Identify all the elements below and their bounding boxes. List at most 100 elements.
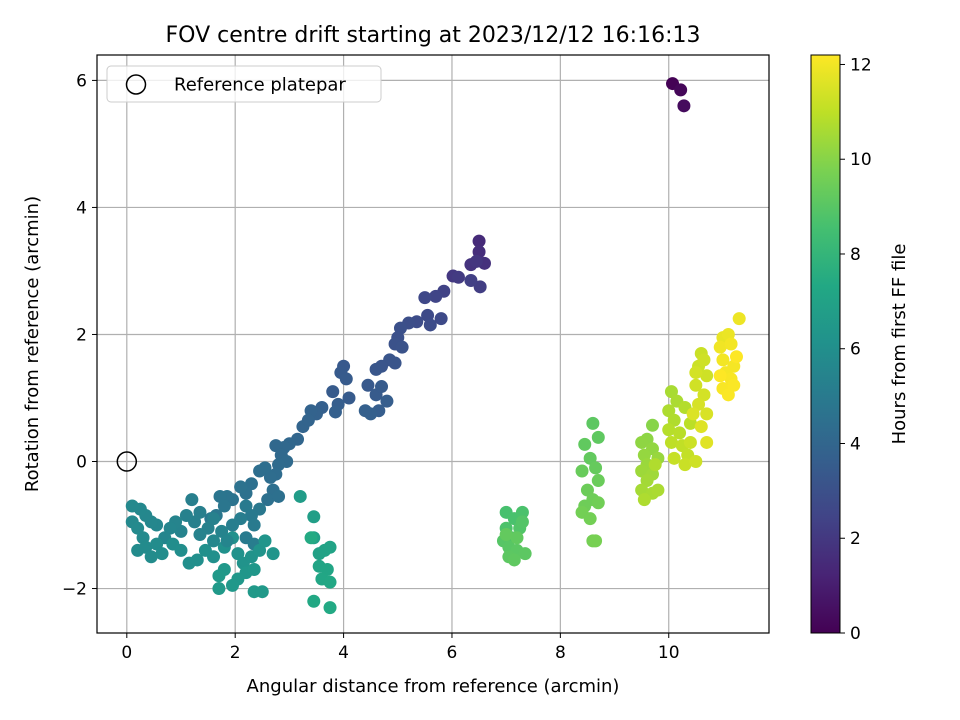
scatter-point (150, 537, 164, 551)
y-tick-label: −2 (62, 580, 87, 600)
x-axis-label: Angular distance from reference (arcmin) (247, 676, 620, 697)
scatter-point (662, 423, 676, 437)
y-tick-label: 6 (76, 71, 87, 91)
scatter-point (207, 512, 221, 526)
scatter-point (589, 534, 603, 548)
scatter-point (469, 254, 483, 268)
scatter-point (369, 362, 383, 376)
scatter-point (418, 291, 432, 305)
scatter-point (380, 394, 394, 408)
scatter-point (247, 562, 261, 576)
scatter-point (174, 524, 188, 538)
scatter-point (179, 508, 193, 522)
scatter-point (190, 553, 204, 567)
scatter-point (732, 312, 746, 326)
scatter-point (163, 521, 177, 535)
scatter-point (253, 543, 267, 557)
scatter-point (667, 413, 681, 427)
scatter-point (651, 483, 665, 497)
colorbar-ticks: 0 2 4 6 8 10 12 (840, 55, 872, 644)
scatter-point (507, 553, 521, 567)
scatter-point (193, 505, 207, 519)
scatter-point (713, 369, 727, 383)
scatter-point (664, 385, 678, 399)
scatter-point (662, 404, 676, 418)
scatter-point (700, 369, 714, 383)
scatter-point (586, 416, 600, 430)
scatter-point (131, 521, 145, 535)
x-tick-label: 4 (338, 643, 349, 663)
scatter-point (510, 531, 524, 545)
scatter-point (212, 569, 226, 583)
scatter-point (637, 493, 651, 507)
reference-marker-group (116, 451, 138, 472)
scatter-point (645, 418, 659, 432)
scatter-point (263, 470, 277, 484)
scatter-point (464, 273, 478, 287)
colorbar-tick-label: 12 (850, 55, 872, 75)
scatter-point (272, 489, 286, 503)
scatter-point (155, 547, 169, 561)
scatter-point (683, 435, 697, 449)
x-tick-label: 6 (447, 643, 458, 663)
scatter-point (721, 388, 735, 402)
legend-label-reference: Reference platepar (174, 75, 346, 96)
scatter-point (328, 405, 342, 419)
colorbar-label: Hours from first FF file (889, 244, 910, 445)
scatter-point (323, 540, 337, 554)
scatter-point (361, 378, 375, 392)
x-axis-ticks: 0 2 4 6 8 10 (121, 633, 680, 663)
y-tick-label: 4 (76, 198, 87, 218)
scatter-point (220, 534, 234, 548)
colorbar-tick-label: 0 (850, 624, 861, 644)
scatter-point (225, 518, 239, 532)
reference-platepar-marker (116, 451, 138, 472)
colorbar-tick-label: 10 (850, 150, 872, 170)
scatter-point (677, 99, 691, 113)
scatter-point (269, 439, 283, 453)
scatter-point (694, 420, 708, 434)
x-tick-label: 10 (658, 643, 680, 663)
scatter-point (713, 340, 727, 354)
scatter-points (125, 77, 746, 615)
scatter-point (499, 528, 513, 542)
scatter-point (664, 435, 678, 449)
scatter-point (575, 464, 589, 478)
scatter-point (261, 493, 275, 507)
y-tick-label: 0 (76, 453, 87, 473)
scatter-point (580, 483, 594, 497)
scatter-point (339, 372, 353, 386)
scatter-point (686, 407, 700, 421)
scatter-point (648, 458, 662, 472)
colorbar-gradient (810, 54, 841, 634)
x-tick-label: 8 (555, 643, 566, 663)
scatter-point (591, 430, 605, 444)
scatter-point (451, 270, 465, 284)
scatter-point (716, 353, 730, 367)
scatter-point (139, 540, 153, 554)
scatter-point (673, 426, 687, 440)
y-tick-label: 2 (76, 325, 87, 345)
y-axis-ticks: −2 0 2 4 6 (62, 71, 97, 600)
scatter-point (234, 480, 248, 494)
colorbar-tick-label: 8 (850, 245, 861, 265)
scatter-point (293, 489, 307, 503)
scatter-point (589, 461, 603, 475)
grid-lines (97, 55, 769, 633)
scatter-point (207, 534, 221, 548)
colorbar-tick-label: 4 (850, 434, 861, 454)
scatter-point (320, 562, 334, 576)
scatter-point (583, 512, 597, 526)
scatter-point (215, 524, 229, 538)
scatter-point (342, 391, 356, 405)
scatter-point (667, 451, 681, 465)
scatter-point (144, 550, 158, 564)
scatter-point (185, 493, 199, 507)
scatter-point (692, 397, 706, 411)
scatter-point (193, 528, 207, 542)
scatter-point (473, 280, 487, 294)
scatter-point (323, 601, 337, 615)
x-tick-label: 2 (230, 643, 241, 663)
scatter-point (518, 547, 532, 561)
